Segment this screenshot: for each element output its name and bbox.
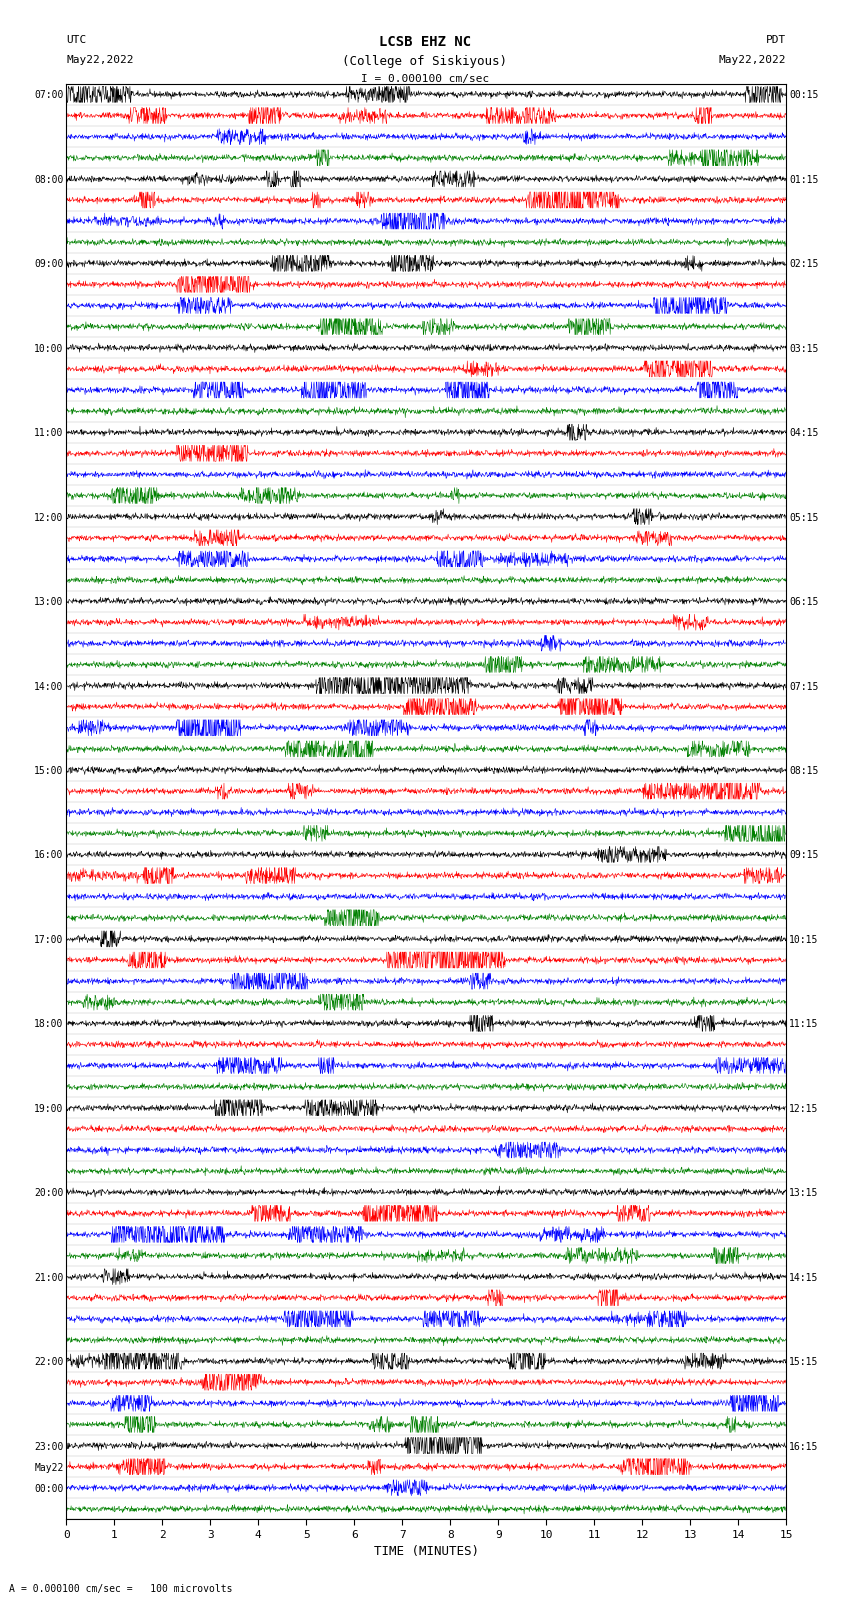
- X-axis label: TIME (MINUTES): TIME (MINUTES): [374, 1545, 479, 1558]
- Text: A: A: [8, 1584, 14, 1594]
- Text: LCSB EHZ NC: LCSB EHZ NC: [379, 35, 471, 50]
- Text: May22,2022: May22,2022: [719, 55, 786, 65]
- Text: May22,2022: May22,2022: [66, 55, 133, 65]
- Text: I = 0.000100 cm/sec: I = 0.000100 cm/sec: [361, 74, 489, 84]
- Text: (College of Siskiyous): (College of Siskiyous): [343, 55, 507, 68]
- Text: = 0.000100 cm/sec =   100 microvolts: = 0.000100 cm/sec = 100 microvolts: [21, 1584, 233, 1594]
- Text: PDT: PDT: [766, 35, 786, 45]
- Text: UTC: UTC: [66, 35, 87, 45]
